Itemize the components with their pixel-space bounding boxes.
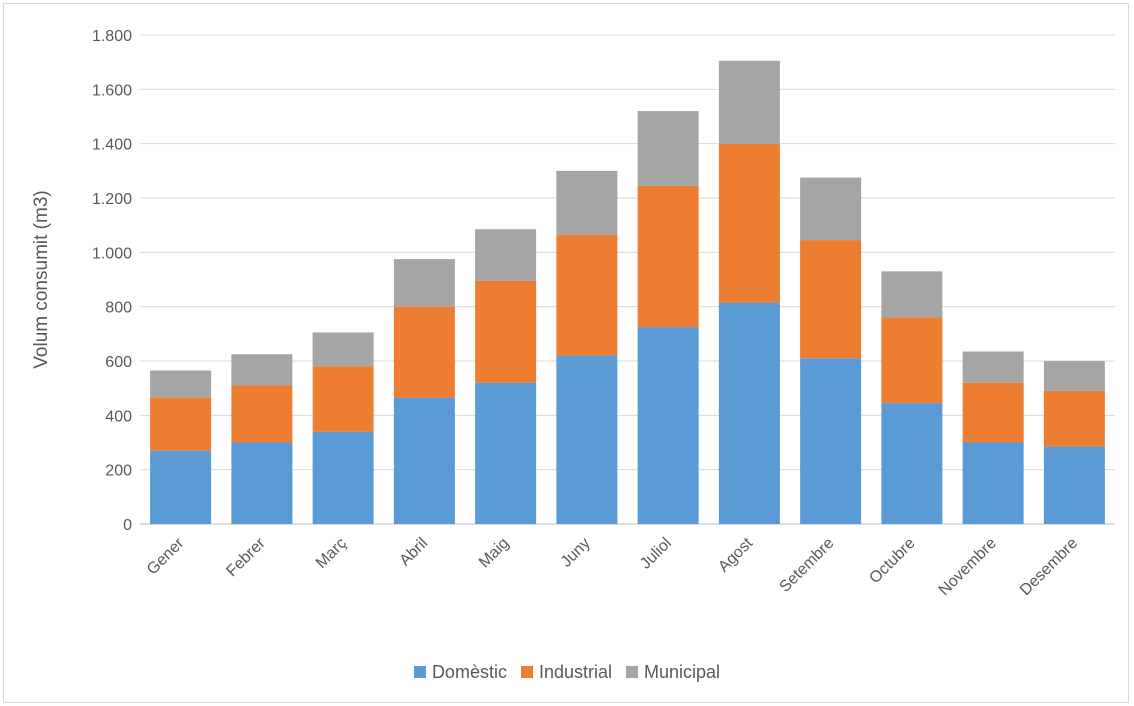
y-tick-label: 1.400 [92, 137, 132, 154]
bar-domstic-6 [637, 327, 699, 524]
bar-municipal-10 [962, 351, 1024, 383]
x-tick-label: Març [313, 535, 350, 572]
bar-municipal-6 [637, 111, 699, 186]
x-tick-label: Maig [476, 535, 513, 572]
y-tick-label: 1.800 [92, 28, 132, 45]
y-axis-title: Volum consumit (m3) [31, 190, 52, 368]
bar-industrial-7 [718, 143, 780, 303]
bar-municipal-3 [393, 259, 455, 307]
bar-industrial-4 [475, 280, 537, 383]
y-tick-label: 1.200 [92, 191, 132, 208]
bar-industrial-2 [312, 366, 374, 432]
x-tick-label: Febrer [223, 534, 269, 580]
bar-industrial-3 [393, 306, 455, 398]
legend-item-industrial: Industrial [520, 661, 612, 683]
legend-label-industrial: Industrial [538, 661, 612, 682]
legend-swatch-domestic [413, 666, 426, 678]
legend-label-municipal: Municipal [644, 661, 721, 682]
bar-industrial-11 [1043, 390, 1105, 447]
bar-industrial-5 [556, 234, 618, 356]
bar-domstic-0 [150, 450, 212, 524]
bar-municipal-2 [312, 332, 374, 367]
y-tick-label: 600 [105, 354, 132, 371]
legend-item-municipal: Municipal [626, 662, 720, 683]
y-tick-label: 200 [105, 463, 132, 480]
legend-swatch-industrial [520, 666, 533, 678]
x-tick-label: Juliol [637, 535, 675, 573]
legend-item-domestic: Domèstic [413, 661, 507, 683]
y-tick-label: 400 [105, 408, 132, 425]
x-tick-label: Novembre [936, 535, 1000, 599]
bar-municipal-4 [475, 229, 537, 281]
bar-municipal-9 [881, 271, 943, 318]
bar-domstic-11 [1043, 446, 1105, 524]
y-tick-label: 1.000 [92, 245, 132, 262]
y-tick-label: 800 [105, 300, 132, 317]
x-tick-label: Abril [397, 535, 432, 570]
bar-domstic-8 [800, 358, 862, 524]
bar-municipal-11 [1043, 361, 1105, 391]
legend-swatch-municipal [626, 666, 638, 678]
bar-industrial-1 [231, 385, 293, 443]
y-tick-label: 1.600 [92, 82, 132, 99]
x-tick-label: Setembre [776, 535, 837, 596]
bar-municipal-0 [150, 370, 212, 398]
bar-industrial-6 [637, 185, 699, 328]
bar-industrial-8 [800, 240, 862, 359]
x-tick-label: Agost [715, 534, 756, 575]
legend: Domèstic Industrial Municipal [0, 660, 1134, 684]
bar-industrial-0 [150, 397, 212, 451]
bar-domstic-9 [881, 403, 943, 524]
bar-domstic-3 [393, 397, 455, 524]
bar-municipal-5 [556, 170, 618, 235]
bar-industrial-10 [962, 382, 1024, 443]
bar-domstic-10 [962, 442, 1024, 524]
x-tick-label: Octubre [866, 535, 918, 587]
bar-industrial-9 [881, 317, 943, 404]
bar-municipal-8 [800, 177, 862, 241]
bar-municipal-1 [231, 354, 293, 386]
bar-domstic-7 [718, 302, 780, 524]
bar-domstic-1 [231, 442, 293, 524]
legend-label-domestic: Domèstic [431, 661, 507, 682]
x-tick-label: Desembre [1017, 535, 1081, 599]
x-tick-label: Juny [558, 535, 594, 571]
bar-domstic-5 [556, 355, 618, 524]
bar-domstic-4 [475, 382, 537, 524]
x-tick-label: Gener [144, 534, 188, 578]
bar-domstic-2 [312, 431, 374, 524]
y-tick-label: 0 [123, 517, 132, 534]
bar-municipal-7 [718, 60, 780, 144]
